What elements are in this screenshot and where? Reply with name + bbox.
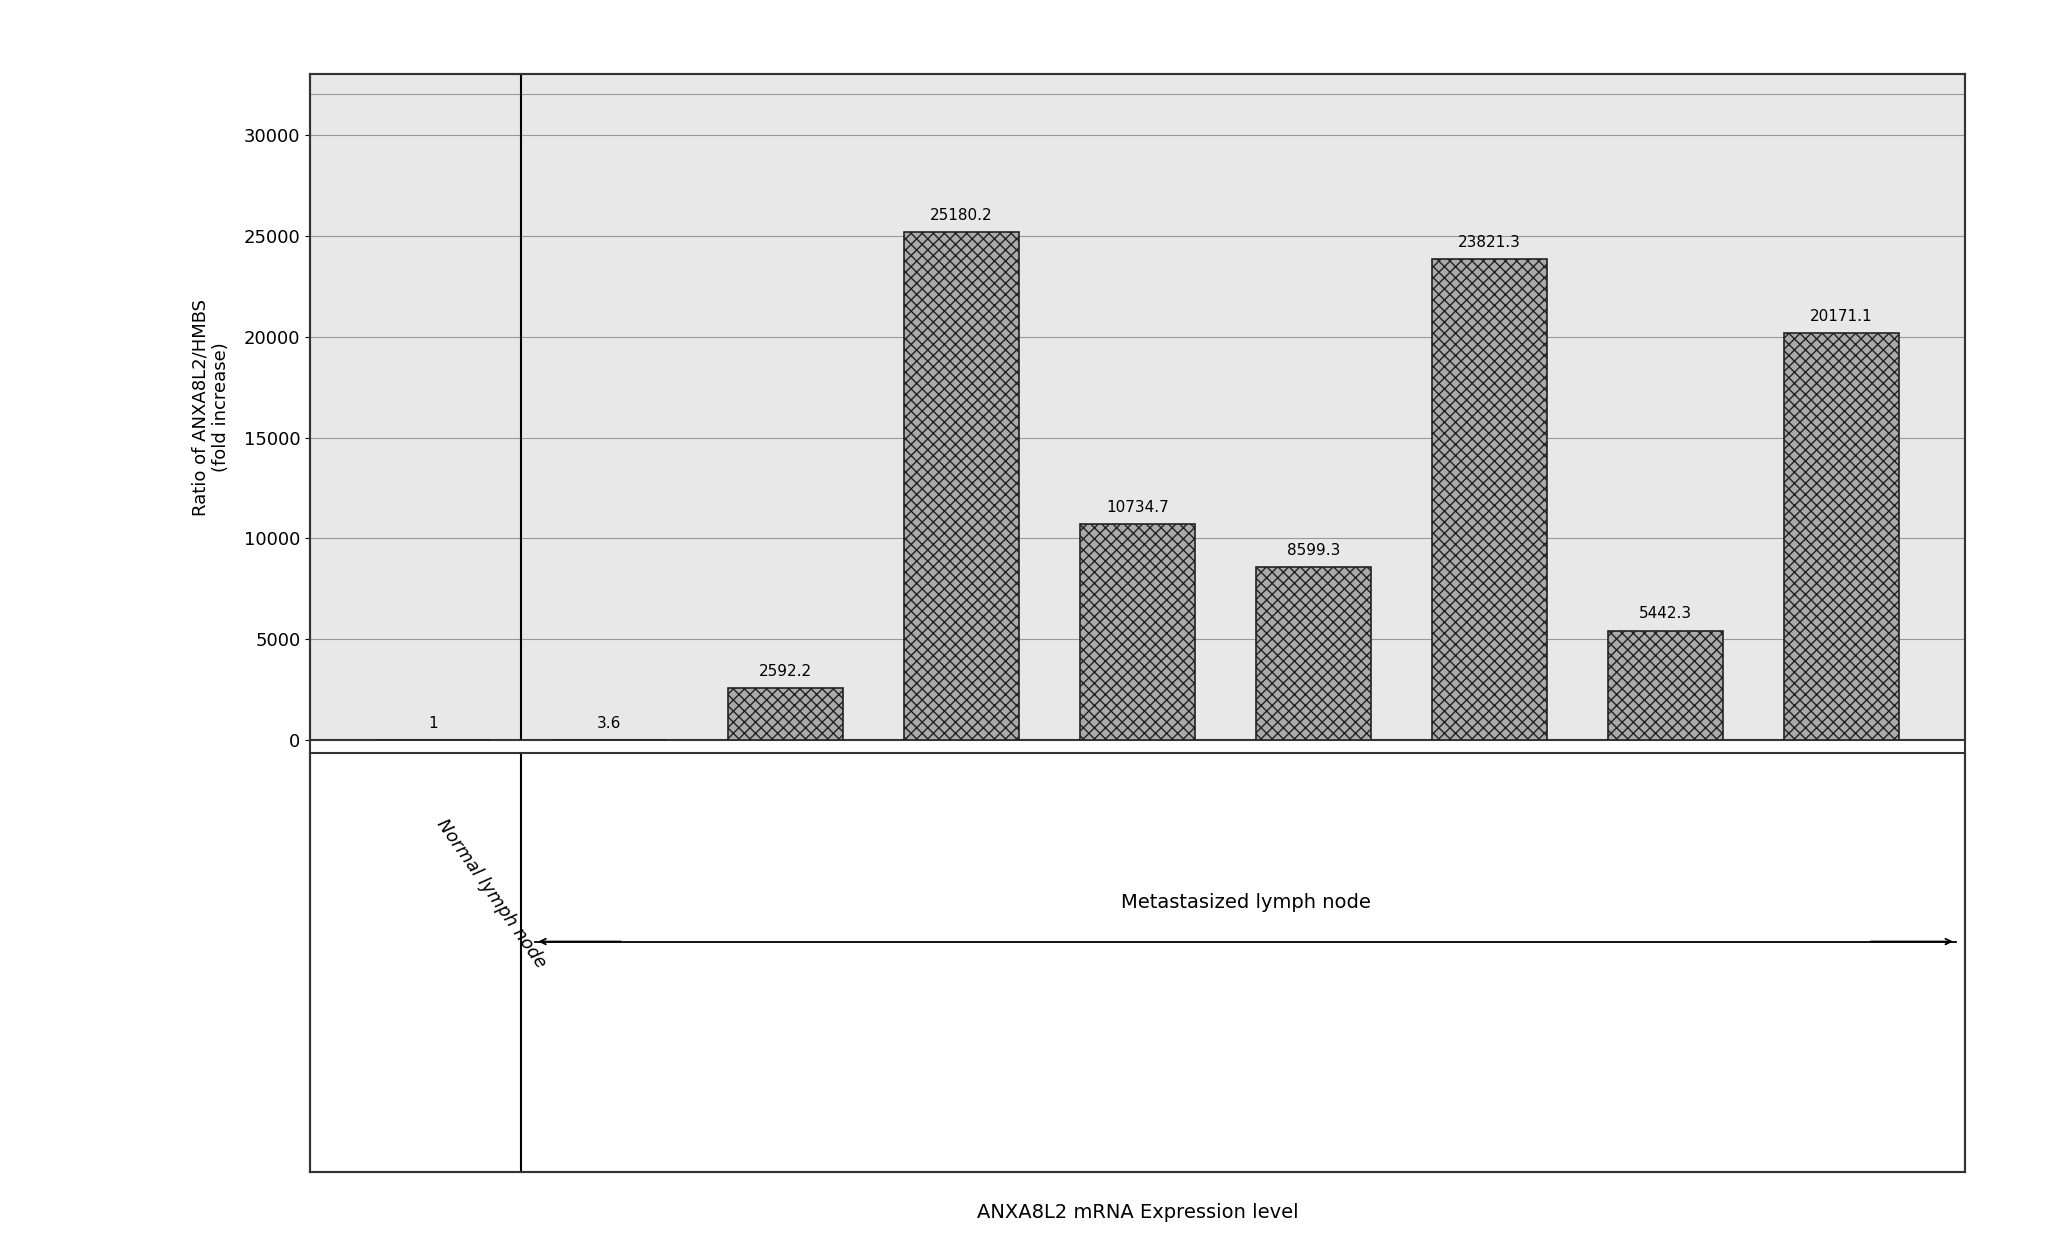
Text: 2592.2: 2592.2 <box>759 664 813 679</box>
Bar <box>1785 333 1898 740</box>
Text: Metastasized lymph node: Metastasized lymph node <box>1121 893 1371 912</box>
Text: 25180.2: 25180.2 <box>931 207 993 223</box>
Bar <box>1079 523 1195 740</box>
Text: 8599.3: 8599.3 <box>1286 543 1340 558</box>
Text: 5442.3: 5442.3 <box>1638 606 1692 622</box>
Text: 23821.3: 23821.3 <box>1458 236 1520 251</box>
Bar <box>904 232 1020 740</box>
Text: 10734.7: 10734.7 <box>1106 500 1168 515</box>
Text: Normal lymph node: Normal lymph node <box>434 816 550 971</box>
Text: ANXA8L2 mRNA Expression level: ANXA8L2 mRNA Expression level <box>976 1203 1299 1222</box>
Y-axis label: Ratio of ANXA8L2/HMBS
(fold increase): Ratio of ANXA8L2/HMBS (fold increase) <box>190 299 230 516</box>
Text: 1: 1 <box>428 716 438 732</box>
Bar <box>1609 631 1723 740</box>
Bar <box>728 689 842 740</box>
Text: 20171.1: 20171.1 <box>1810 308 1874 325</box>
Bar <box>1433 259 1547 740</box>
Bar <box>1255 566 1371 740</box>
Text: 3.6: 3.6 <box>598 716 622 732</box>
